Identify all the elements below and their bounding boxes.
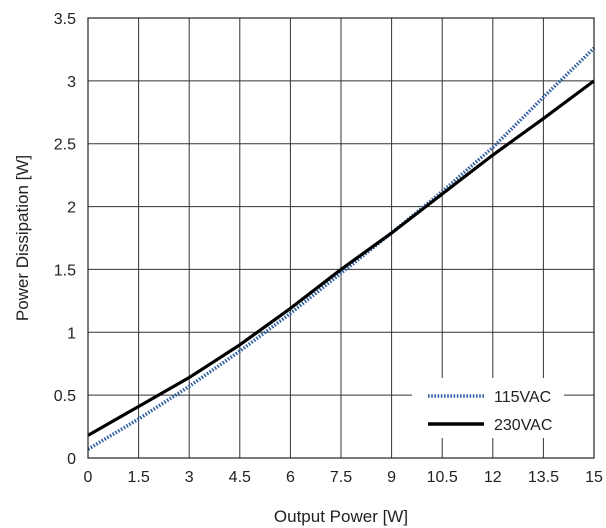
y-tick-label: 1	[67, 325, 76, 342]
x-tick-label: 0	[84, 469, 93, 486]
x-tick-label: 10.5	[427, 469, 458, 486]
legend: 115VAC 230VAC	[412, 378, 564, 438]
x-tick-label: 13.5	[528, 469, 559, 486]
x-tick-label: 3	[185, 469, 194, 486]
x-tick-label: 6	[286, 469, 295, 486]
x-tick-labels: 0 1.5 3 4.5 6 7.5 9 10.5 12 13.5 15	[84, 469, 603, 486]
y-tick-label: 1.5	[54, 262, 76, 279]
legend-label-230vac: 230VAC	[494, 417, 552, 434]
x-tick-label: 9	[387, 469, 396, 486]
x-tick-label: 4.5	[229, 469, 251, 486]
x-axis-title: Output Power [W]	[274, 507, 408, 526]
y-tick-label: 0	[67, 451, 76, 468]
y-tick-label: 3.5	[54, 11, 76, 28]
series-line-230vac	[87, 79, 595, 437]
legend-box	[412, 378, 564, 438]
x-tick-label: 15	[585, 469, 603, 486]
y-tick-label: 0.5	[54, 388, 76, 405]
y-tick-label: 2.5	[54, 137, 76, 154]
legend-label-115vac: 115VAC	[494, 389, 551, 406]
plot-frame	[87, 17, 595, 459]
x-tick-label: 12	[484, 469, 502, 486]
y-tick-label: 2	[67, 200, 76, 217]
x-tick-label: 7.5	[330, 469, 352, 486]
series-lines	[87, 46, 596, 451]
y-tick-label: 3	[67, 74, 76, 91]
y-axis-title: Power Dissipation [W]	[13, 155, 32, 321]
y-tick-labels: 0 0.5 1 1.5 2 2.5 3 3.5	[54, 11, 76, 468]
x-tick-label: 1.5	[127, 469, 149, 486]
series-line-115vac	[87, 46, 596, 451]
